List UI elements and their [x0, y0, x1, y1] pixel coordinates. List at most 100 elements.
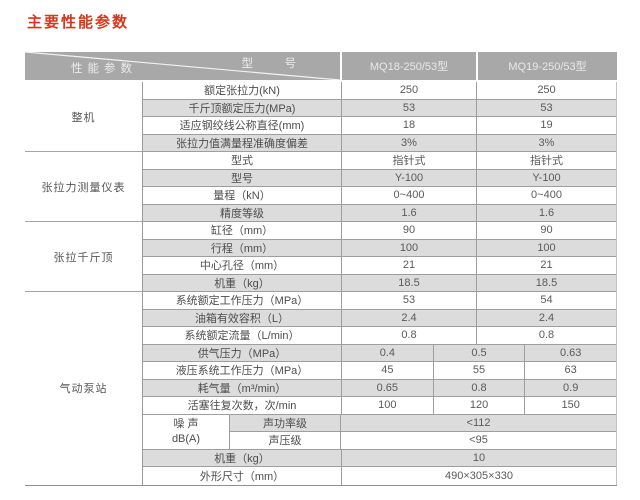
- row-value: 100: [342, 239, 477, 256]
- row-value: 0.65: [342, 379, 433, 396]
- model-header-2: MQ19-250/53型: [478, 52, 617, 80]
- row-value: <112: [341, 414, 616, 431]
- section-label: 整机: [25, 82, 142, 152]
- table-row: 型式 指针式 指针式: [143, 152, 616, 170]
- row-label: 型式: [143, 152, 342, 169]
- table-row: 行程（mm） 100 100: [143, 239, 616, 257]
- row-label: 活塞往复次数，次/min: [143, 397, 342, 414]
- section-column: 整机 张拉力测量仪表 张拉千斤顶 气动泵站: [25, 82, 142, 485]
- row-label: 系统额定流量（L/min）: [143, 327, 342, 344]
- table-row: 供气压力（MPa） 0.4 0.5 0.63: [143, 344, 617, 362]
- row-value: 3%: [342, 134, 477, 151]
- row-value: 21: [342, 257, 477, 274]
- row-value: 18.5: [477, 274, 616, 291]
- table-row: 适应钢绞线公称直径(mm) 18 19: [143, 117, 616, 135]
- row-label: 机重（kg）: [143, 274, 342, 291]
- row-value: 指针式: [530, 155, 563, 168]
- row-value: 0.8: [342, 327, 477, 344]
- corner-label-parameter: 性能参数: [71, 63, 137, 75]
- row-label: 缸径（mm）: [143, 222, 342, 239]
- table-row: 耗气量（m³/min） 0.65 0.8 0.9: [143, 379, 617, 397]
- row-value: 53: [477, 99, 616, 116]
- table-row: 千斤顶额定压力(MPa) 53 53: [143, 99, 616, 117]
- rows-area: 额定张拉力(kN) 250 250 千斤顶额定压力(MPa) 53 53 适应钢…: [142, 82, 617, 485]
- row-label: 张拉力值满量程准确度偏差: [143, 134, 342, 151]
- row-value: 0~400: [531, 189, 562, 202]
- row-value: 指针式: [342, 152, 477, 169]
- table-row: 系统额定工作压力（MPa） 53 54: [143, 292, 616, 310]
- row-value: 54: [540, 294, 553, 307]
- row-value: 0.9: [524, 379, 617, 396]
- section-label: 张拉力测量仪表: [25, 152, 142, 222]
- table-row: 中心孔径（mm） 21 21: [143, 257, 616, 275]
- row-value: 0.63: [524, 344, 617, 361]
- table-row: 液压系统工作压力（MPa） 45 55 63: [143, 362, 616, 380]
- row-label: 液压系统工作压力（MPa）: [143, 362, 342, 379]
- noise-label-line1: 噪 声: [173, 417, 199, 430]
- noise-row-group: 噪 声 dB(A) 声功率级 <112 声压级 <95: [143, 414, 616, 450]
- row-value: <95: [469, 434, 488, 446]
- row-value: Y-100: [477, 169, 616, 186]
- row-value: 21: [540, 259, 553, 272]
- table-row: 外形尺寸（mm） 490×305×330: [143, 467, 616, 485]
- row-label: 供气压力（MPa）: [143, 344, 342, 361]
- row-value: 2.4: [342, 309, 477, 326]
- row-value: 53: [342, 99, 477, 116]
- row-label: 精度等级: [143, 204, 342, 221]
- section-label: 张拉千斤顶: [25, 222, 142, 292]
- row-value: 3%: [477, 134, 616, 151]
- row-value: 250: [537, 84, 556, 97]
- row-value: 250: [342, 82, 477, 99]
- row-value: 45: [381, 364, 394, 377]
- row-value: 100: [477, 239, 616, 256]
- row-value: 90: [540, 224, 553, 237]
- diagonal-line: [25, 52, 340, 80]
- row-value: 18.5: [342, 274, 477, 291]
- table-row: 油箱有效容积（L） 2.4 2.4: [143, 309, 616, 327]
- row-label: 行程（mm）: [143, 239, 342, 256]
- row-value: 10: [342, 449, 616, 466]
- row-value: 1.6: [477, 204, 616, 221]
- row-value: 120: [432, 397, 525, 414]
- row-value: 18: [342, 117, 477, 134]
- row-value: 0.4: [342, 344, 433, 361]
- table-row: 声功率级 <112: [230, 414, 616, 432]
- row-label: 机重（kg）: [143, 449, 342, 466]
- section-label: 气动泵站: [25, 292, 142, 485]
- row-value: 90: [342, 222, 477, 239]
- table-row: 缸径（mm） 90 90: [143, 222, 616, 240]
- row-value: 1.6: [342, 204, 477, 221]
- noise-subrows: 声功率级 <112 声压级 <95: [230, 414, 616, 449]
- row-value: 100: [378, 399, 397, 412]
- table-row: 活塞往复次数，次/min 100 120 150: [143, 397, 616, 415]
- row-value: 0.8: [432, 379, 525, 396]
- page-title: 主要性能参数: [27, 14, 130, 31]
- row-label: 千斤顶额定压力(MPa): [143, 99, 342, 116]
- spec-table: 型 号 性能参数 MQ18-250/53型 MQ19-250/53型 整机 张拉…: [25, 52, 617, 486]
- row-label: 中心孔径（mm）: [143, 257, 342, 274]
- row-label: 量程（kN）: [143, 187, 342, 204]
- row-label: 型号: [143, 169, 342, 186]
- table-row: 机重（kg） 10: [143, 449, 616, 467]
- row-value: 0~400: [342, 187, 477, 204]
- row-value: 63: [524, 362, 616, 379]
- corner-label-model: 型 号: [241, 58, 306, 70]
- table-row: 型号 Y-100 Y-100: [143, 169, 616, 187]
- row-value: 53: [342, 292, 477, 309]
- row-label: 外形尺寸（mm）: [143, 467, 342, 485]
- row-label: 声压级: [230, 431, 341, 449]
- row-label: 声功率级: [230, 414, 341, 431]
- row-value: 55: [432, 362, 525, 379]
- table-row: 量程（kN） 0~400 0~400: [143, 187, 616, 205]
- table-row: 张拉力值满量程准确度偏差 3% 3%: [143, 134, 616, 152]
- noise-label: 噪 声 dB(A): [143, 414, 230, 449]
- table-row: 额定张拉力(kN) 250 250: [143, 82, 616, 100]
- row-value: 150: [524, 397, 616, 414]
- table-body: 整机 张拉力测量仪表 张拉千斤顶 气动泵站 额定张拉力(kN) 250 250 …: [25, 82, 617, 486]
- row-label: 系统额定工作压力（MPa）: [143, 292, 342, 309]
- row-label: 油箱有效容积（L）: [143, 309, 342, 326]
- table-row: 系统额定流量（L/min） 0.8 0.8: [143, 327, 616, 345]
- noise-label-line2: dB(A): [171, 432, 201, 445]
- row-value: 0.8: [538, 329, 555, 342]
- table-row: 声压级 <95: [230, 431, 616, 449]
